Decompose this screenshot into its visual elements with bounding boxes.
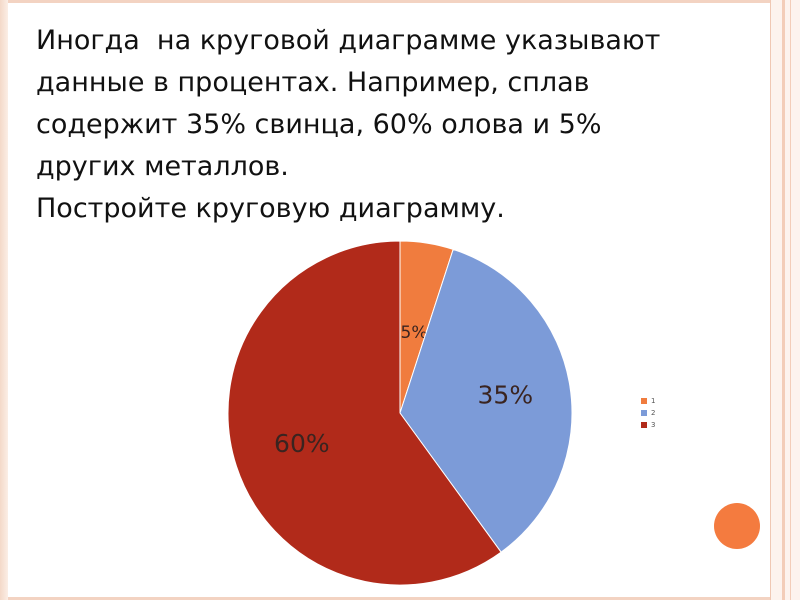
legend-label-3: 3 xyxy=(651,421,655,429)
pie-slice-2 xyxy=(399,248,573,553)
legend-swatch-3 xyxy=(641,422,647,428)
top-border xyxy=(0,0,800,3)
data-label-2: 35% xyxy=(478,380,534,409)
text-line: данные в процентах. Например, сплав xyxy=(36,67,590,98)
text-line: Постройте круговую диаграмму. xyxy=(36,193,505,224)
legend-label-2: 2 xyxy=(651,409,655,417)
right-border-line xyxy=(782,0,785,600)
right-border-line xyxy=(770,0,771,600)
data-label-3: 60% xyxy=(274,429,330,458)
text-line: содержит 35% свинца, 60% олова и 5% xyxy=(36,109,602,140)
legend-swatch-1 xyxy=(641,398,647,404)
bottom-border xyxy=(0,597,800,600)
right-border-line xyxy=(790,0,791,600)
text-line: Иногда на круговой диаграмме указывают xyxy=(36,25,661,56)
pie-slice-3 xyxy=(227,240,502,586)
slide-body-text: Иногда на круговой диаграмме указывают д… xyxy=(36,20,756,230)
left-border xyxy=(0,0,8,600)
legend-swatch-2 xyxy=(641,410,647,416)
decorative-orange-circle xyxy=(714,503,760,549)
text-line: других металлов. xyxy=(36,151,289,182)
right-border-panel xyxy=(770,0,800,600)
data-label-1: 5% xyxy=(401,323,428,343)
legend-label-1: 1 xyxy=(651,397,655,405)
